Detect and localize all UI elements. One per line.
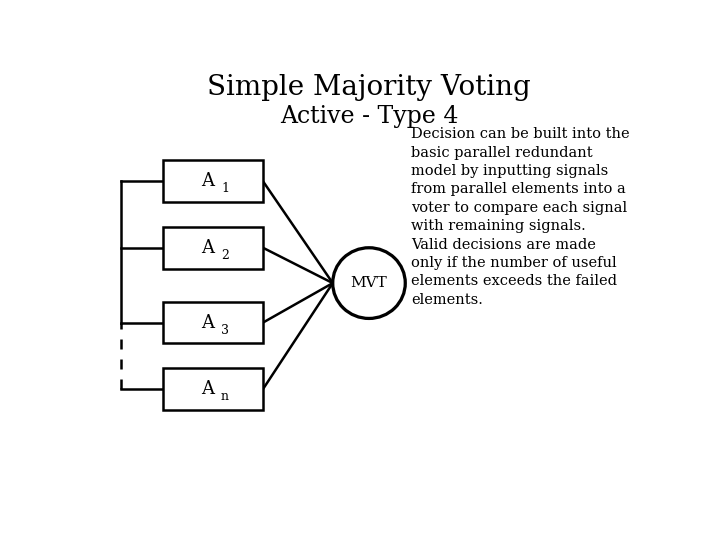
FancyBboxPatch shape — [163, 227, 263, 268]
Text: n: n — [221, 390, 229, 403]
Text: Decision can be built into the
basic parallel redundant
model by inputting signa: Decision can be built into the basic par… — [411, 127, 629, 307]
Text: 2: 2 — [221, 249, 229, 262]
Text: A: A — [201, 380, 214, 398]
Text: Simple Majority Voting: Simple Majority Voting — [207, 74, 531, 101]
Text: A: A — [201, 239, 214, 256]
FancyBboxPatch shape — [163, 160, 263, 202]
Text: Active - Type 4: Active - Type 4 — [280, 105, 458, 129]
Text: MVT: MVT — [351, 276, 387, 290]
Text: 3: 3 — [221, 323, 229, 336]
Text: A: A — [201, 314, 214, 332]
Ellipse shape — [333, 248, 405, 319]
Text: 1: 1 — [221, 182, 229, 195]
FancyBboxPatch shape — [163, 368, 263, 410]
FancyBboxPatch shape — [163, 302, 263, 343]
Text: A: A — [201, 172, 214, 190]
